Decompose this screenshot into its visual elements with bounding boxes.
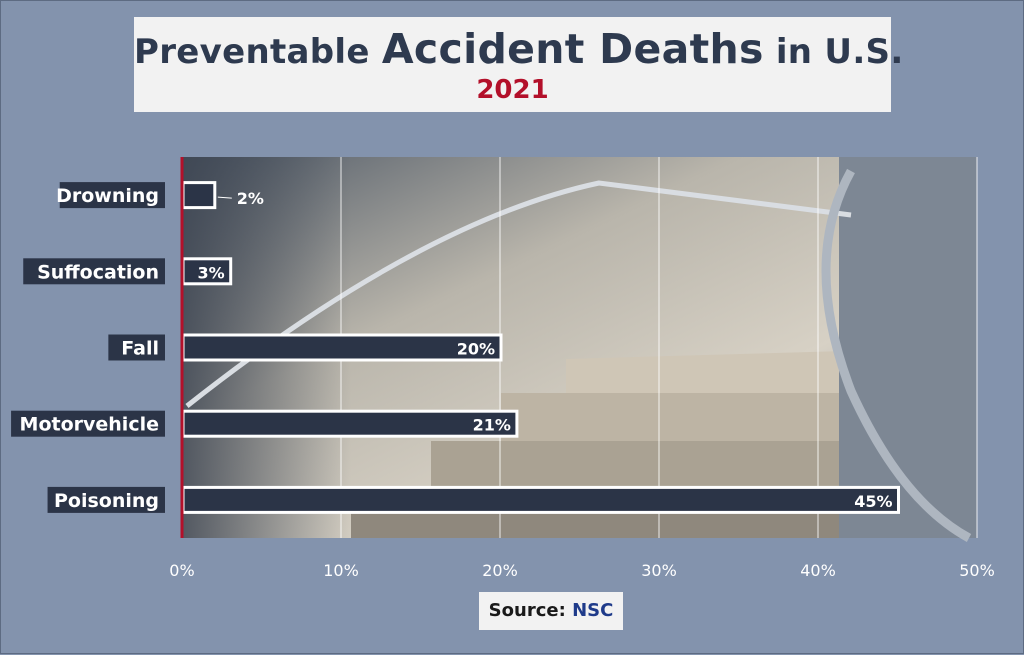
category-label-background: [11, 410, 165, 437]
category-label: Drowning: [56, 185, 159, 207]
category-label-background: [47, 486, 166, 513]
bar: [181, 485, 900, 514]
bar: [181, 333, 503, 362]
source-box: Source: NSC: [479, 592, 623, 630]
category-label: Fall: [121, 338, 159, 360]
title-part-3: in U.S.: [775, 32, 904, 72]
category-label-background: [108, 334, 165, 361]
category-label: Suffocation: [37, 261, 159, 283]
category-label-background: [59, 182, 165, 209]
data-label: 45%: [854, 492, 892, 511]
bar: [181, 257, 233, 286]
category-label-background: [23, 258, 165, 285]
title-part-2: Accident Deaths: [381, 25, 764, 73]
data-label-leader: [217, 196, 232, 199]
data-label: 2%: [237, 189, 264, 208]
category-labels: Drowning Suffocation Fall Motorvehicle Poiso…: [11, 182, 166, 513]
x-tick-label: 20%: [482, 561, 518, 580]
category-label: Motorvehicle: [20, 414, 159, 436]
x-tick-label: 30%: [641, 561, 677, 580]
chart-title: Preventable Accident Deaths in U.S.: [134, 25, 903, 73]
title-part-1: Preventable: [134, 32, 370, 72]
source-value: NSC: [572, 600, 614, 621]
title-box: Preventable Accident Deaths in U.S. 2021: [134, 17, 903, 112]
source-label: Source:: [488, 600, 566, 621]
data-label: 20%: [457, 340, 495, 359]
x-axis-tick-labels: 0% 10% 20% 30% 40% 50%: [169, 561, 994, 580]
x-tick-label: 0%: [169, 561, 194, 580]
bar: [181, 409, 519, 438]
plot-background-photo: [181, 157, 977, 542]
chart-subtitle: 2021: [476, 75, 549, 105]
category-label: Poisoning: [54, 490, 159, 512]
data-label: 21%: [473, 416, 511, 435]
data-label: 3%: [198, 263, 225, 282]
bar: [181, 181, 217, 210]
x-tick-label: 50%: [959, 561, 995, 580]
x-tick-label: 10%: [323, 561, 359, 580]
x-tick-label: 40%: [800, 561, 836, 580]
